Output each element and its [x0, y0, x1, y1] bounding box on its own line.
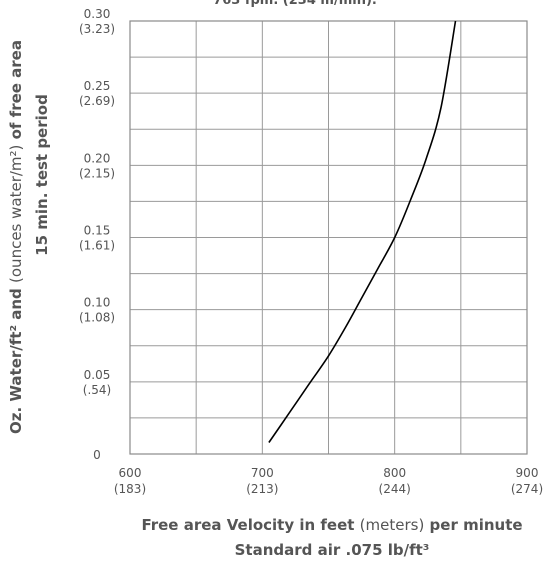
x-tick-label: 600 — [119, 466, 142, 480]
y-axis-label-line2: 15 min. test period — [33, 94, 51, 256]
x-axis-label: Free area Velocity in feet (meters) per … — [141, 516, 522, 559]
x-axis-label-line2: Standard air .075 lb/ft³ — [235, 541, 430, 559]
x-tick-sublabel: (183) — [114, 482, 146, 496]
y-tick-sublabel: (.54) — [83, 383, 111, 397]
x-tick-sublabel: (244) — [379, 482, 411, 496]
y-tick-label: 0.30 — [84, 7, 111, 21]
y-axis-label-line1: Oz. Water/ft² and (ounces water/m²) of f… — [7, 40, 25, 434]
axis-label-segment: per minute — [424, 516, 522, 534]
y-tick-sublabel: (2.15) — [79, 166, 115, 180]
x-tick-label: 800 — [383, 466, 406, 480]
y-tick-sublabel: (2.69) — [79, 94, 115, 108]
y-tick-label: 0.05 — [84, 368, 111, 382]
y-tick-label: 0.15 — [84, 224, 111, 238]
y-tick-label: 0.20 — [84, 151, 111, 165]
y-tick-label: 0.10 — [84, 296, 111, 310]
y-tick-label: 0 — [93, 448, 101, 462]
axis-label-segment: of free area — [7, 40, 25, 145]
x-tick-sublabel: (274) — [511, 482, 543, 496]
axis-label-segment: Oz. Water/ft² and — [7, 283, 25, 434]
y-tick-label: 0.25 — [84, 79, 111, 93]
y-tick-sublabel: (1.08) — [79, 311, 115, 325]
x-tick-label: 700 — [251, 466, 274, 480]
axis-label-segment: (ounces water/m²) — [7, 145, 25, 283]
axis-label-segment: Free area Velocity in feet — [141, 516, 359, 534]
plot-frame — [129, 20, 528, 455]
series-lines — [268, 20, 457, 443]
y-tick-sublabel: (1.61) — [79, 239, 115, 253]
plot-border — [129, 20, 528, 455]
x-axis-label-line1: Free area Velocity in feet (meters) per … — [141, 516, 522, 534]
y-tick-sublabel: (3.23) — [79, 22, 115, 36]
x-tick-sublabel: (213) — [246, 482, 278, 496]
grid — [129, 20, 528, 455]
chart-title: 763 fpm. (234 m/min). — [213, 0, 377, 8]
axis-label-segment: (meters) — [360, 516, 425, 534]
y-tick-labels: 0 0.05(.54) 0.10(1.08) 0.15(1.61) 0.20(2.15)… — [79, 7, 115, 462]
x-tick-label: 900 — [516, 466, 539, 480]
series-line — [268, 20, 457, 443]
x-tick-labels: 600 (183) 700 (213) 800 (244) 900 (274) — [114, 466, 543, 496]
y-axis-label: Oz. Water/ft² and (ounces water/m²) of f… — [7, 40, 51, 434]
